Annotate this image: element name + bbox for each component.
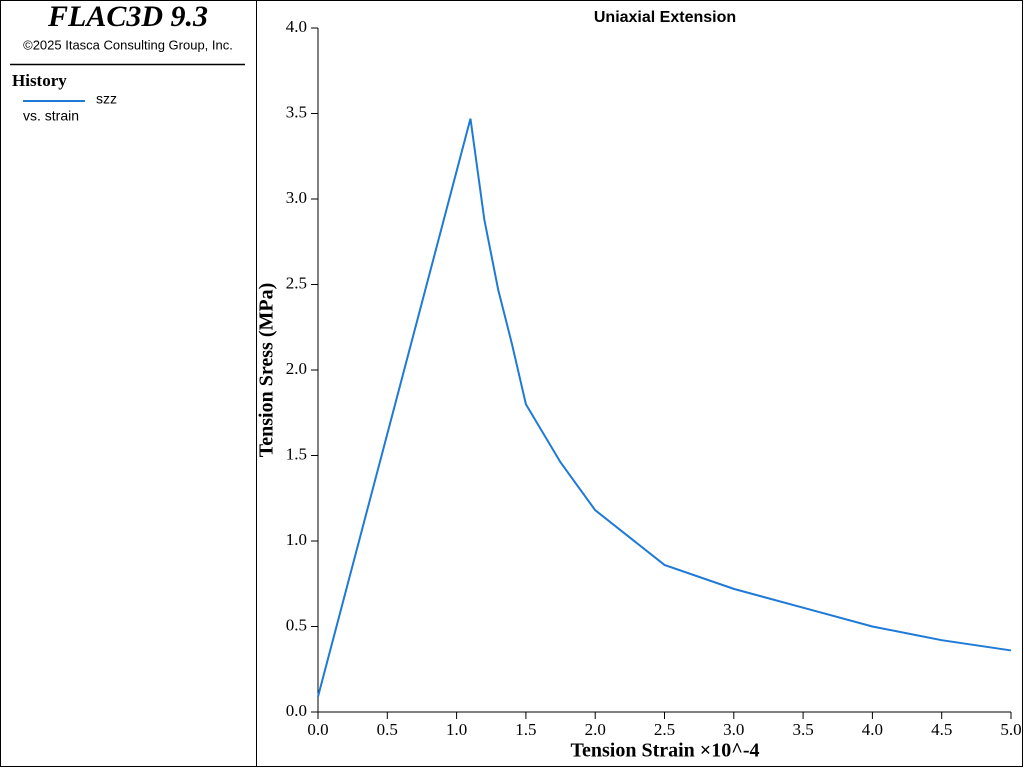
x-tick-label: 1.5 <box>515 720 536 739</box>
x-tick-label: 3.5 <box>792 720 813 739</box>
copyright: ©2025 Itasca Consulting Group, Inc. <box>23 37 233 52</box>
y-axis-label: Tension Sress (MPa) <box>256 283 278 457</box>
x-tick-label: 2.0 <box>585 720 606 739</box>
y-tick-label: 2.0 <box>286 359 307 378</box>
x-tick-label: 1.0 <box>446 720 467 739</box>
x-tick-label: 4.0 <box>862 720 883 739</box>
y-tick-label: 0.5 <box>286 615 307 634</box>
x-tick-label: 5.0 <box>1000 720 1021 739</box>
y-tick-label: 3.5 <box>286 102 307 121</box>
y-tick-label: 1.5 <box>286 444 307 463</box>
x-tick-label: 0.0 <box>307 720 328 739</box>
y-tick-label: 4.0 <box>286 17 307 36</box>
x-tick-label: 4.5 <box>931 720 952 739</box>
history-heading: History <box>12 71 67 90</box>
product-title: FLAC3D 9.3 <box>47 0 208 33</box>
x-tick-label: 2.5 <box>654 720 675 739</box>
data-line <box>317 118 1012 697</box>
y-tick-label: 1.0 <box>286 530 307 549</box>
chart-title: Uniaxial Extension <box>594 9 736 26</box>
y-tick-label: 3.0 <box>286 188 307 207</box>
x-tick-label: 0.5 <box>377 720 398 739</box>
legend-label: szz <box>96 91 117 107</box>
legend-sub: vs. strain <box>23 108 79 124</box>
x-tick-label: 3.0 <box>723 720 744 739</box>
y-tick-label: 2.5 <box>286 273 307 292</box>
y-tick-label: 0.0 <box>286 701 307 720</box>
x-axis-label: Tension Strain ×10^-4 <box>571 740 760 762</box>
